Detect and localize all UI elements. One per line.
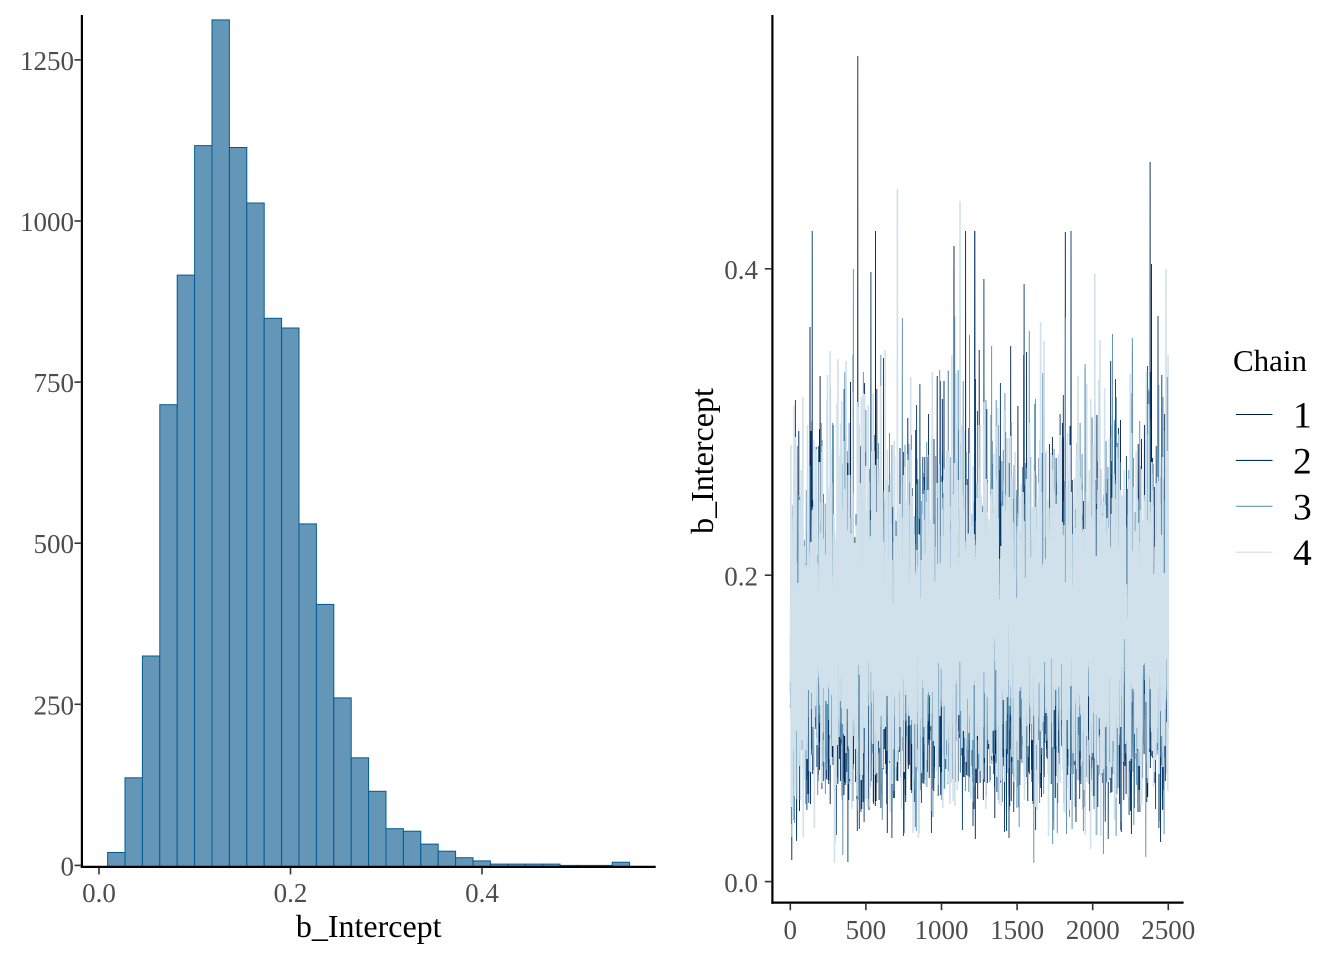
svg-text:250: 250 [34, 690, 75, 720]
svg-text:750: 750 [34, 368, 75, 398]
svg-text:2500: 2500 [1141, 915, 1195, 945]
svg-text:0.4: 0.4 [465, 878, 499, 908]
svg-text:0.0: 0.0 [82, 878, 116, 908]
svg-text:1000: 1000 [915, 915, 969, 945]
svg-text:1000: 1000 [20, 207, 74, 237]
svg-text:b_Intercept: b_Intercept [684, 388, 720, 534]
svg-text:2: 2 [1293, 441, 1312, 482]
svg-text:0.0: 0.0 [724, 868, 758, 898]
svg-text:1250: 1250 [20, 46, 74, 76]
svg-text:3: 3 [1293, 487, 1312, 528]
svg-text:b_Intercept: b_Intercept [296, 908, 442, 944]
svg-text:500: 500 [846, 915, 887, 945]
svg-text:500: 500 [34, 529, 75, 559]
svg-text:1500: 1500 [990, 915, 1044, 945]
svg-text:Chain: Chain [1233, 343, 1308, 378]
svg-text:0.2: 0.2 [274, 878, 308, 908]
svg-text:1: 1 [1293, 396, 1312, 437]
svg-text:0: 0 [61, 851, 75, 881]
svg-text:0.2: 0.2 [724, 561, 758, 591]
svg-text:2000: 2000 [1066, 915, 1120, 945]
svg-text:0: 0 [784, 915, 798, 945]
svg-text:4: 4 [1293, 533, 1312, 574]
svg-text:0.4: 0.4 [724, 255, 758, 285]
